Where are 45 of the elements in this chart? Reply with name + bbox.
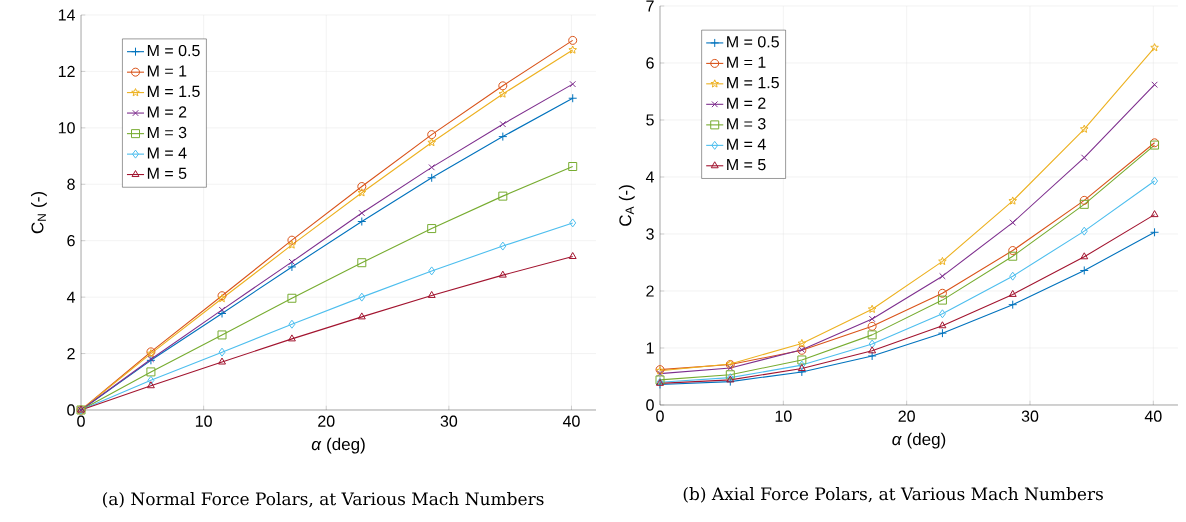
y-tick-label: 14	[58, 9, 75, 21]
x-axis-title: α (deg)	[311, 437, 365, 454]
legend-label: M = 5	[147, 167, 187, 179]
y-tick-label: 5	[646, 114, 654, 126]
legend-label: M = 1	[727, 56, 766, 68]
legend-label: M = 1.5	[147, 85, 200, 98]
legend-label: M = 0.5	[727, 36, 779, 48]
y-tick-label: 4	[66, 291, 76, 303]
y-tick-label: 3	[646, 228, 654, 240]
x-tick-label: 20	[898, 410, 915, 422]
legend-label: M = 2	[147, 106, 187, 118]
x-tick-label: 30	[440, 415, 458, 427]
legend-label: M = 4	[727, 138, 766, 150]
x-tick-label: 0	[656, 410, 664, 422]
y-tick-label: 12	[58, 65, 75, 78]
legend-label: M = 1.5	[727, 77, 779, 89]
legend-label: M = 5	[727, 159, 766, 171]
legend-label: M = 2	[727, 97, 766, 109]
legend-label: M = 4	[147, 147, 187, 159]
legend-label: M = 0.5	[147, 44, 200, 57]
y-axis-title: C$_{N}$ (-)	[30, 192, 47, 234]
x-tick-label: 30	[1021, 410, 1039, 422]
y-tick-label: 10	[58, 122, 75, 134]
y-tick-label: 4	[645, 171, 654, 183]
legend-label: M = 1	[147, 65, 187, 77]
text: (a) Normal Force Polars, at Various Mach Numbers	[103, 492, 544, 508]
legend-label: M = 3	[147, 126, 187, 139]
legend-label: M = 3	[727, 118, 766, 130]
y-axis-title: C$_{A}$ (-)	[618, 185, 635, 226]
y-tick-label: 2	[67, 347, 75, 360]
y-tick-label: 1	[646, 342, 654, 354]
y-tick-label: 6	[646, 57, 654, 69]
x-tick-label: 40	[562, 415, 580, 427]
y-tick-label: 7	[646, 0, 654, 12]
y-tick-label: 0	[646, 399, 654, 411]
x-tick-label: 10	[195, 415, 212, 427]
y-tick-label: 2	[646, 285, 654, 297]
x-tick-label: 40	[1144, 410, 1162, 422]
y-tick-label: 8	[67, 178, 75, 190]
y-tick-label: 6	[67, 235, 75, 247]
x-tick-label: 0	[77, 415, 85, 427]
x-tick-label: 10	[775, 410, 792, 422]
text: (b) Axial Force Polars, at Various Mach Numbers	[683, 487, 1103, 503]
x-tick-label: 20	[318, 415, 335, 427]
x-axis-title: α (deg)	[892, 432, 946, 449]
